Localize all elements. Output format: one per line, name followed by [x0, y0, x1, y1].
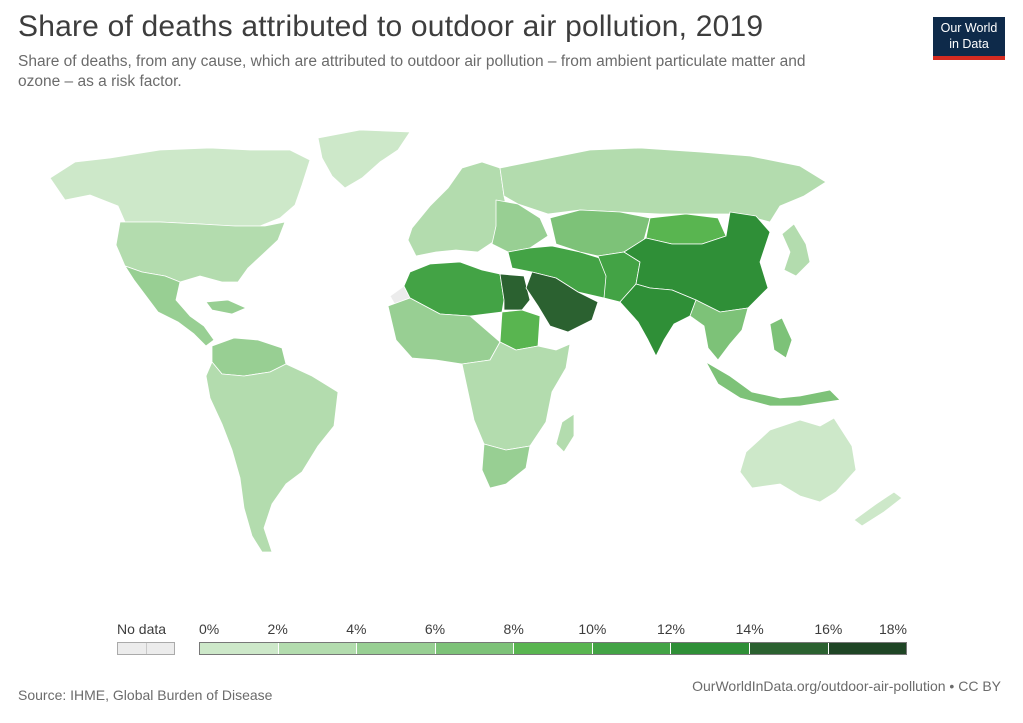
- legend-color-scale: [199, 642, 907, 655]
- legend-bin-2-4[interactable]: [278, 643, 358, 654]
- world-map: [49, 129, 903, 553]
- region-arabian-peninsula[interactable]: [525, 271, 599, 333]
- footer-links: OurWorldInData.org/outdoor-air-pollution…: [692, 678, 1001, 694]
- legend-bin-8-10[interactable]: [514, 643, 593, 654]
- legend-tick-labels: 0% 2% 4% 6% 8% 10% 12% 14% 16% 18%: [199, 621, 907, 639]
- logo-line-1: Our World: [940, 21, 998, 35]
- legend-tick: 2%: [267, 621, 288, 637]
- legend-tick: 14%: [735, 621, 764, 637]
- region-russia[interactable]: [499, 147, 827, 223]
- region-sub-saharan-africa[interactable]: [461, 341, 571, 451]
- legend-bin-4-6[interactable]: [357, 643, 436, 654]
- license-label[interactable]: • CC BY: [949, 678, 1001, 694]
- legend-tick: 16%: [814, 621, 843, 637]
- region-egypt[interactable]: [499, 273, 531, 311]
- legend-bin-10-12[interactable]: [592, 643, 672, 654]
- owid-logo[interactable]: Our World in Data: [933, 17, 1005, 60]
- region-indonesia[interactable]: [705, 361, 841, 407]
- region-india[interactable]: [619, 283, 697, 357]
- legend-tick: 6%: [424, 621, 446, 637]
- region-greenland[interactable]: [317, 129, 411, 189]
- region-south-america[interactable]: [205, 361, 339, 553]
- region-australia[interactable]: [739, 417, 857, 503]
- region-new-zealand[interactable]: [853, 491, 903, 527]
- legend-tick: 4%: [346, 621, 367, 637]
- logo-line-2: in Data: [949, 37, 989, 51]
- region-philippines[interactable]: [769, 317, 793, 359]
- chart-subtitle: Share of deaths, from any cause, which a…: [18, 53, 806, 90]
- legend-bin-16-18[interactable]: [828, 643, 907, 654]
- legend-bin-0-2[interactable]: [200, 643, 279, 654]
- legend-bin-12-14[interactable]: [671, 643, 750, 654]
- region-madagascar[interactable]: [555, 413, 575, 453]
- region-sudan[interactable]: [499, 309, 541, 351]
- legend-no-data-swatch: [117, 642, 175, 655]
- legend-tick: 12%: [656, 621, 686, 637]
- region-mongolia[interactable]: [645, 213, 727, 245]
- region-southeast-asia[interactable]: [689, 299, 749, 361]
- region-southern-africa[interactable]: [481, 443, 531, 489]
- region-north-america[interactable]: [49, 147, 311, 227]
- legend-bin-14-16[interactable]: [749, 643, 829, 654]
- region-japan-korea[interactable]: [781, 223, 811, 277]
- legend-no-data-label: No data: [117, 621, 167, 637]
- source-note: Source: IHME, Global Burden of Disease: [18, 687, 273, 703]
- source-url-link[interactable]: OurWorldInData.org/outdoor-air-pollution: [692, 678, 946, 694]
- legend-tick: 8%: [503, 621, 524, 637]
- legend-tick: 10%: [578, 621, 607, 637]
- legend-tick: 0%: [199, 621, 220, 637]
- region-mexico-central-america[interactable]: [124, 265, 215, 347]
- legend-tick: 18%: [878, 621, 907, 637]
- legend-bin-6-8[interactable]: [435, 643, 515, 654]
- chart-title: Share of deaths attributed to outdoor ai…: [18, 10, 764, 43]
- region-caribbean[interactable]: [205, 299, 247, 315]
